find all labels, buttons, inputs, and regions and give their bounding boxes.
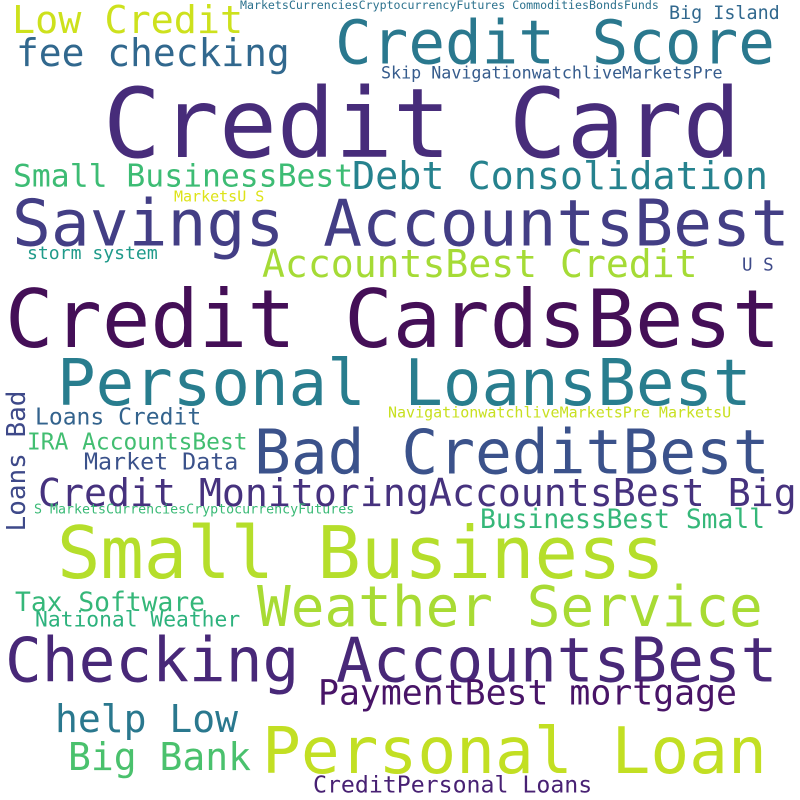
word-loans-credit: Loans Credit [35, 404, 202, 431]
word-accountsbest-credit: AccountsBest Credit [262, 241, 698, 286]
word-fee-checking: fee checking [16, 31, 290, 76]
word-loans-bad: Loans Bad [1, 390, 32, 531]
word-credit-score: Credit Score [335, 7, 775, 79]
word-u-s: U S [742, 255, 774, 276]
word-marketsu-s: MarketsU S [174, 187, 265, 206]
word-storm-system: storm system [27, 242, 158, 264]
word-weather-service: Weather Service [257, 575, 763, 640]
word-checking-accountsbest: Checking AccountsBest [5, 625, 778, 697]
word-paymentbest-mortgage: PaymentBest mortgage [318, 673, 737, 714]
word-tax-software: Tax Software [15, 587, 205, 618]
word-small-businessbest: Small BusinessBest [13, 158, 354, 195]
word-low-credit: Low Credit [12, 0, 244, 43]
word-market-data: Market Data [84, 447, 239, 475]
word-s-markets-currencies: S MarketsCurrenciesCryptocurrencyFutures [34, 502, 355, 518]
word-help-low: help Low [55, 696, 239, 741]
word-markets-currencies: MarketsCurrenciesCryptocurrencyFutures C… [240, 0, 659, 13]
word-national-weather: National Weather [35, 607, 241, 633]
word-small-business: Small Business [57, 511, 665, 596]
word-debt-consolidation: Debt Consolidation [352, 153, 769, 199]
word-personal-loansbest: Personal LoansBest [57, 346, 752, 421]
word-personal-loan: Personal Loan [262, 713, 767, 789]
word-creditpersonal-loans: CreditPersonal Loans [313, 771, 593, 799]
word-navigation-marketsu: NavigationwatchliveMarketsPre MarketsU [388, 403, 732, 421]
word-credit-card: Credit Card [103, 67, 741, 180]
word-skip-navigation: Skip NavigationwatchliveMarketsPre [381, 62, 723, 83]
word-bad-creditbest: Bad CreditBest [254, 417, 770, 489]
word-credit-cardsbest: Credit CardsBest [5, 271, 781, 366]
word-businessbest-small: BusinessBest Small [480, 504, 765, 535]
word-credit-monitoring: Credit MonitoringAccountsBest Big [38, 471, 797, 516]
word-ira-accountsbest: IRA AccountsBest [27, 429, 248, 456]
word-savings-accountsbest: Savings AccountsBest [12, 186, 790, 262]
word-big-bank: Big Bank [68, 735, 252, 779]
word-big-island: Big Island [669, 2, 780, 24]
